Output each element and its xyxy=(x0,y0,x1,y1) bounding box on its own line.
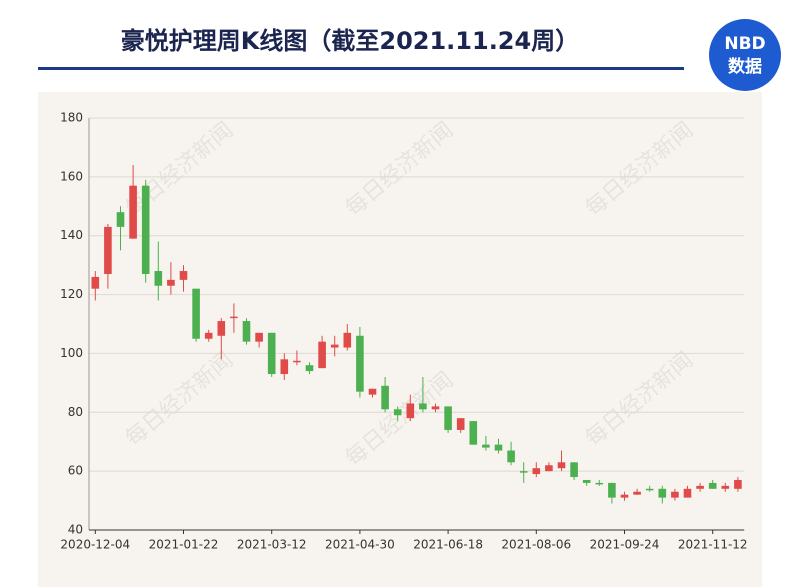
candle-body xyxy=(393,409,402,416)
candle-body xyxy=(204,332,213,339)
logo-text: 数据 xyxy=(728,56,762,77)
candle-body xyxy=(280,359,289,375)
candle-body xyxy=(343,332,352,348)
candle-body xyxy=(116,212,125,227)
candle-body xyxy=(419,403,427,410)
candle-body xyxy=(179,271,188,280)
candle-body xyxy=(293,360,301,363)
candle-body xyxy=(595,482,604,485)
candle-body xyxy=(683,488,692,498)
candle-body xyxy=(154,271,163,286)
candle-body xyxy=(696,485,704,489)
candle-body xyxy=(368,388,377,395)
candle-body xyxy=(608,482,616,498)
y-tick-label: 140 xyxy=(60,228,83,242)
candle-body xyxy=(545,465,553,472)
x-tick-label: 2020-12-04 xyxy=(60,538,130,552)
y-tick-label: 160 xyxy=(60,169,83,183)
candle-body xyxy=(721,485,730,489)
candle-body xyxy=(255,332,263,342)
candle-body xyxy=(230,316,238,319)
candle-body xyxy=(129,185,137,239)
x-tick-label: 2021-03-12 xyxy=(237,538,307,552)
candle-body xyxy=(444,406,452,430)
candle-body xyxy=(431,406,440,410)
y-tick-label: 180 xyxy=(60,111,83,125)
candle-body xyxy=(469,421,478,445)
candle-body xyxy=(582,479,591,483)
x-tick-label: 2021-08-06 xyxy=(501,538,571,552)
candle-body xyxy=(557,462,566,469)
candle-body xyxy=(494,444,503,451)
candle-body xyxy=(167,279,175,286)
candle-body xyxy=(671,491,679,498)
candle-body xyxy=(356,335,364,392)
candle-body xyxy=(192,288,200,339)
candle-body xyxy=(482,444,490,448)
candle-body xyxy=(734,479,742,489)
candle-body xyxy=(104,226,112,274)
y-tick-label: 120 xyxy=(60,287,83,301)
candle-body xyxy=(658,488,667,498)
candle-body xyxy=(519,471,528,473)
candle-body xyxy=(708,482,717,489)
candle-body xyxy=(242,321,251,342)
x-tick-label: 2021-01-22 xyxy=(149,538,219,552)
candle-body xyxy=(406,403,415,419)
y-tick-label: 100 xyxy=(60,346,83,360)
y-tick-label: 40 xyxy=(68,523,83,537)
chart-title: 豪悦护理周K线图（截至2021.11.24周） xyxy=(121,27,579,55)
candle-body xyxy=(318,341,326,369)
candle-body xyxy=(570,462,578,478)
candle-body xyxy=(330,344,339,348)
x-tick-label: 2021-06-18 xyxy=(413,538,483,552)
chart-background xyxy=(38,92,762,587)
title-underline xyxy=(38,67,684,70)
x-tick-label: 2021-04-30 xyxy=(325,538,395,552)
y-tick-label: 60 xyxy=(68,464,83,478)
candle-body xyxy=(456,418,465,430)
candle-body xyxy=(91,276,100,289)
plot: 40 60 80 100 120 140 160 180 2020-12-04 2021-01-2… xyxy=(60,111,747,552)
x-tick-label: 2021-09-24 xyxy=(590,538,660,552)
candle-body xyxy=(381,385,389,410)
x-tick-label: 2021-11-12 xyxy=(678,538,748,552)
logo-text: NBD xyxy=(724,34,765,54)
candle-body xyxy=(633,491,641,495)
y-tick-label: 80 xyxy=(68,405,83,419)
candle-body xyxy=(217,321,226,336)
candle-body xyxy=(141,185,150,274)
candle-body xyxy=(507,450,515,463)
candle-body xyxy=(620,494,629,498)
candle-body xyxy=(645,488,654,491)
candle-body xyxy=(532,468,541,475)
candle-body xyxy=(267,332,276,375)
candle-body xyxy=(305,365,314,372)
logo xyxy=(709,19,781,91)
